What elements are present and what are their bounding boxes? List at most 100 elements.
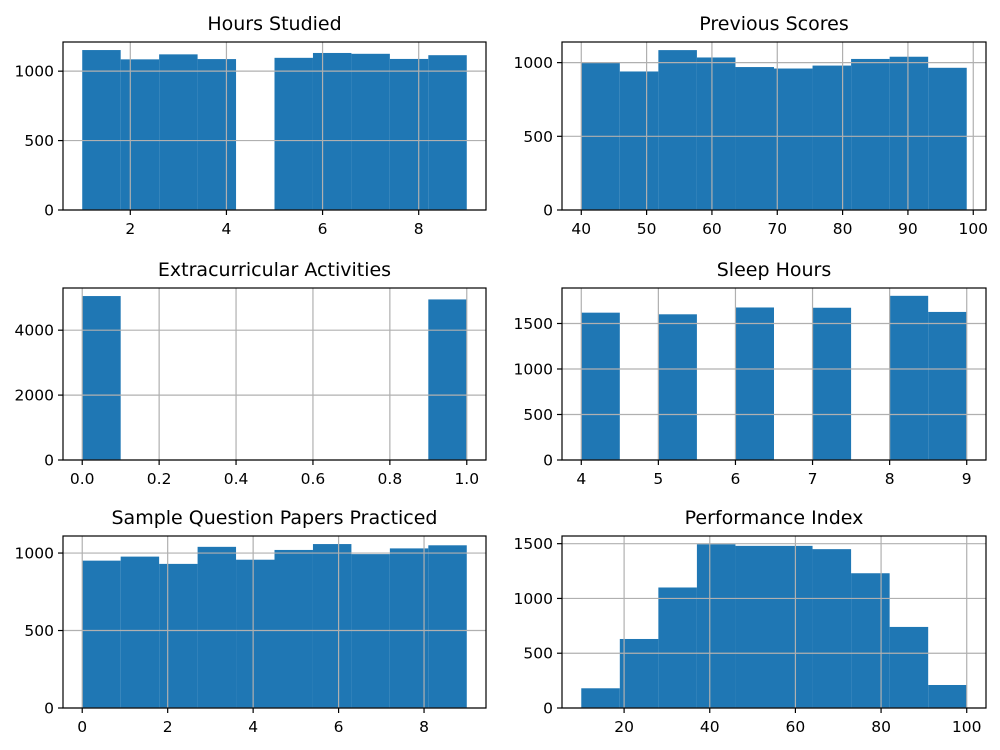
y-tick-label: 1500 <box>514 535 553 553</box>
y-tick-label: 0 <box>44 700 54 718</box>
bar-4 <box>696 57 736 211</box>
bar-10 <box>428 55 467 211</box>
y-tick-label: 0 <box>543 452 553 470</box>
bar-2 <box>619 638 659 708</box>
bar-9 <box>889 295 929 460</box>
bar-7 <box>812 307 852 460</box>
y-tick-label: 500 <box>24 622 54 640</box>
x-tick-label: 2 <box>163 718 173 736</box>
y-tick-label: 1000 <box>514 54 553 72</box>
x-tick-label: 40 <box>700 718 720 736</box>
bar-9 <box>389 58 429 210</box>
subplot-title: Previous Scores <box>699 13 848 35</box>
bar-6 <box>274 57 313 211</box>
bar-4 <box>696 544 736 708</box>
y-tick-label: 4000 <box>15 322 54 340</box>
x-tick-label: 60 <box>786 718 806 736</box>
bar-7 <box>812 549 852 708</box>
axes-frame <box>62 535 487 709</box>
bar-9 <box>389 548 429 708</box>
y-tick-label: 0 <box>543 700 553 718</box>
bar-5 <box>735 307 774 460</box>
x-tick-label: 4 <box>576 470 586 488</box>
bar-9 <box>889 56 929 210</box>
x-tick-label: 80 <box>833 220 853 238</box>
bar-10 <box>928 684 967 708</box>
bars <box>82 296 467 460</box>
bar-8 <box>851 58 890 210</box>
bar-5 <box>735 67 774 210</box>
axes-frame <box>62 41 487 211</box>
subplot-title: Hours Studied <box>207 13 341 35</box>
x-tick-label: 1.0 <box>454 470 479 488</box>
bars <box>82 50 467 211</box>
subplot-3: 0.0 0.2 0.4 0.6 0.8 1.0 0 2000 4000 Extracurricul… <box>15 259 487 488</box>
y-tick-label: 1500 <box>514 315 553 333</box>
x-tick-label: 6 <box>318 220 328 238</box>
x-tick-label: 0.4 <box>224 470 249 488</box>
bar-3 <box>658 587 697 708</box>
y-tick-label: 1000 <box>15 63 54 81</box>
bar-6 <box>274 549 313 708</box>
y-tick-label: 1000 <box>15 545 54 563</box>
bar-10 <box>428 299 467 460</box>
y-tick-label: 2000 <box>15 387 54 405</box>
y-tick-label: 0 <box>543 202 553 220</box>
axes-frame <box>62 287 487 461</box>
x-tick-label: 0.2 <box>147 470 172 488</box>
x-tick-label: 4 <box>248 718 258 736</box>
bar-1 <box>82 50 121 211</box>
bar-7 <box>312 52 352 210</box>
axes-frame <box>561 535 987 709</box>
subplot-4: 4 5 6 7 8 9 0 500 1000 1500 Sleep Hours <box>514 259 987 488</box>
bar-3 <box>658 314 697 460</box>
x-tick-label: 5 <box>653 470 663 488</box>
x-tick-label: 4 <box>221 220 231 238</box>
x-tick-label: 6 <box>731 470 741 488</box>
x-tick-label: 0.0 <box>70 470 95 488</box>
y-tick-label: 500 <box>24 132 54 150</box>
x-tick-label: 0 <box>77 718 87 736</box>
bar-1 <box>581 688 620 708</box>
bar-1 <box>82 296 121 460</box>
bar-6 <box>774 68 813 211</box>
bars <box>581 544 967 708</box>
x-tick-label: 2 <box>125 220 135 238</box>
bar-4 <box>197 59 237 211</box>
bars <box>581 50 967 211</box>
subplot-1: 2 4 6 8 0 500 1000 Hours Studied <box>15 13 487 238</box>
x-tick-label: 50 <box>637 220 657 238</box>
x-tick-label: 40 <box>571 220 591 238</box>
x-tick-label: 7 <box>808 470 818 488</box>
x-tick-label: 100 <box>952 718 982 736</box>
x-tick-label: 8 <box>419 718 429 736</box>
bar-8 <box>351 53 390 210</box>
x-tick-label: 8 <box>885 470 895 488</box>
x-tick-label: 9 <box>962 470 972 488</box>
axes-frame <box>561 41 987 211</box>
bar-2 <box>120 59 160 210</box>
x-tick-label: 8 <box>414 220 424 238</box>
y-tick-label: 1000 <box>514 360 553 378</box>
x-tick-label: 60 <box>702 220 722 238</box>
subplot-title: Sample Question Papers Practiced <box>112 507 438 529</box>
bar-10 <box>428 545 467 708</box>
bar-5 <box>735 545 774 708</box>
bar-7 <box>812 65 852 210</box>
x-tick-label: 70 <box>767 220 787 238</box>
y-tick-label: 0 <box>44 202 54 220</box>
bar-5 <box>236 559 275 708</box>
x-tick-label: 100 <box>958 220 988 238</box>
bar-1 <box>581 312 620 460</box>
bar-9 <box>889 626 929 708</box>
axes-frame <box>561 287 987 461</box>
bar-2 <box>120 556 160 708</box>
bar-4 <box>197 546 237 708</box>
grid <box>63 288 486 461</box>
y-tick-label: 500 <box>523 645 553 663</box>
bars <box>82 544 467 708</box>
bar-10 <box>928 67 967 210</box>
